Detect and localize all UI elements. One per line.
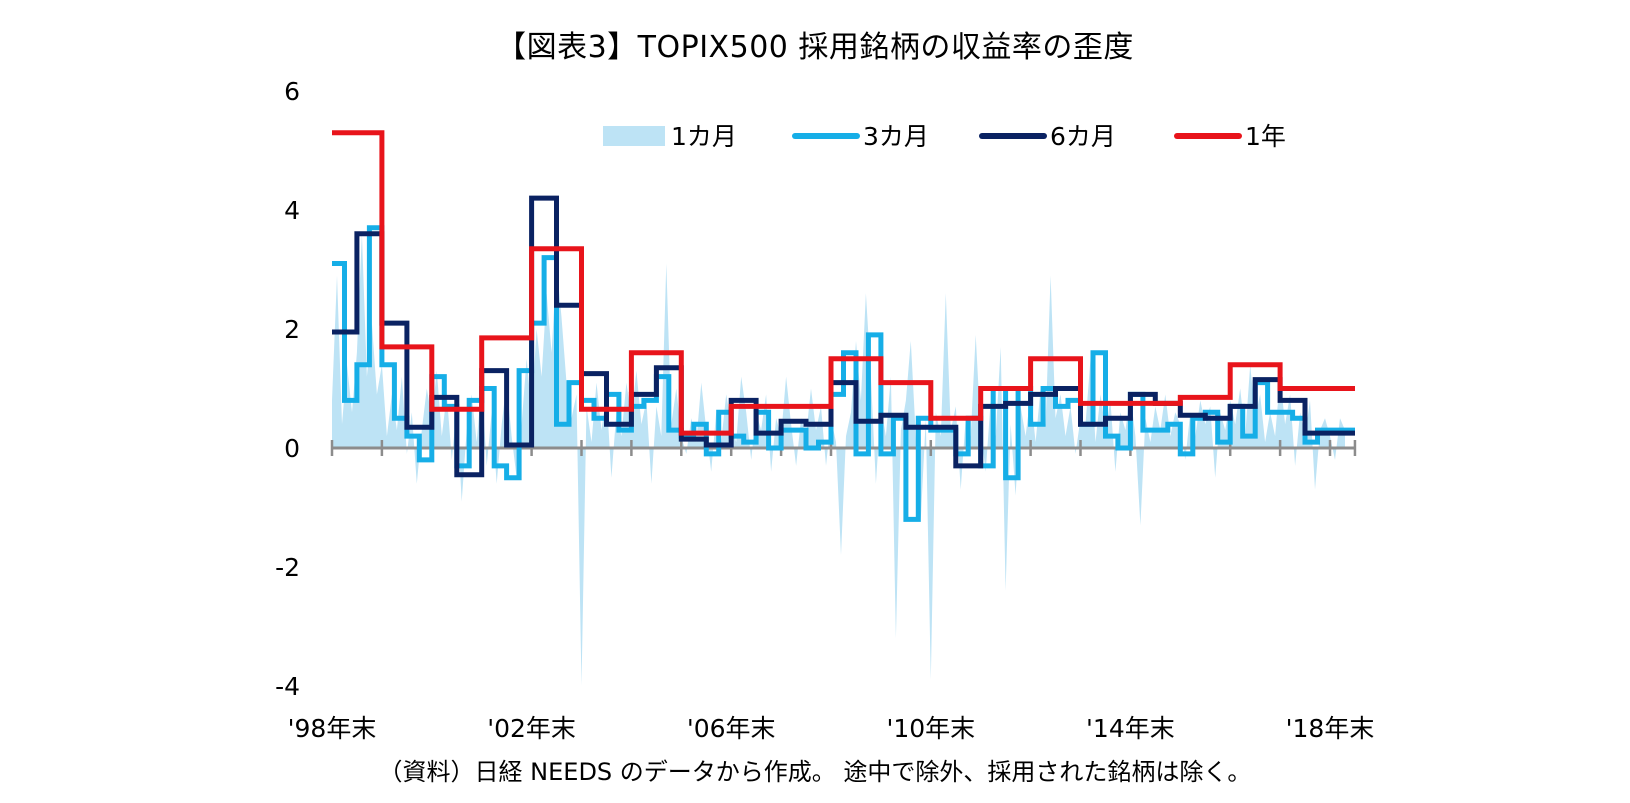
y-tick-label: 6 bbox=[284, 77, 300, 106]
legend: 1カ月 3カ月 6カ月 1年 bbox=[603, 122, 1286, 151]
legend-label-6m: 6カ月 bbox=[1050, 122, 1116, 151]
series-line-3m bbox=[332, 225, 1355, 522]
x-tick-label: '06年末 bbox=[687, 714, 776, 743]
legend-label-1y: 1年 bbox=[1245, 122, 1286, 151]
legend-label-3m: 3カ月 bbox=[863, 122, 929, 151]
chart-title: 【図表3】TOPIX500 採用銘柄の収益率の歪度 bbox=[496, 30, 1134, 65]
y-tick-label: 0 bbox=[284, 434, 300, 463]
x-tick-label: '10年末 bbox=[886, 714, 975, 743]
x-tick-label: '18年末 bbox=[1286, 714, 1375, 743]
line-layer bbox=[332, 130, 1355, 522]
y-tick-label: -4 bbox=[275, 672, 300, 701]
y-tick-label: -2 bbox=[275, 553, 300, 582]
x-tick-label: '98年末 bbox=[288, 714, 377, 743]
y-tick-label: 2 bbox=[284, 315, 300, 344]
legend-label-1m: 1カ月 bbox=[671, 122, 737, 151]
area-layer bbox=[332, 233, 1345, 687]
y-tick-label: 4 bbox=[284, 196, 300, 225]
series-area-1m bbox=[332, 233, 1345, 687]
x-tick-label: '02年末 bbox=[487, 714, 576, 743]
legend-swatch-1m bbox=[603, 126, 665, 146]
label-layer: -4 -2 0 2 4 6 '98年末 '02年末 '06年末 '10年末 '14年末 '18年末 bbox=[275, 77, 1374, 743]
source-note: （資料）日経 NEEDS のデータから作成。 途中で除外、採用された銘柄は除く。 bbox=[378, 758, 1252, 786]
x-tick-label: '14年末 bbox=[1086, 714, 1175, 743]
series-line-1y bbox=[332, 130, 1355, 436]
